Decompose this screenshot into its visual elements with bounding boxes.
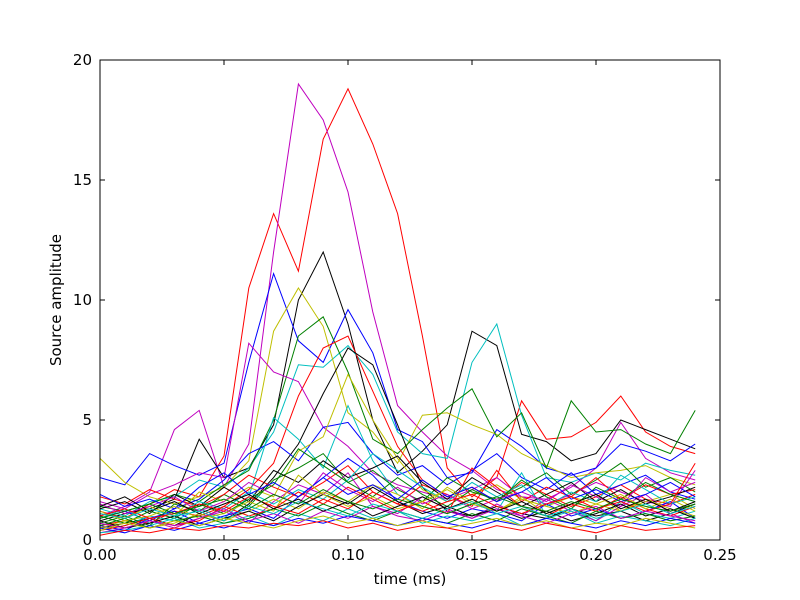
y-tick-label: 5 — [82, 411, 92, 429]
y-axis-label: Source amplitude — [47, 234, 65, 366]
x-tick-label: 0.20 — [579, 546, 612, 564]
ticks-group: 0.00 0.05 0.10 0.15 0.20 0.25 0 5 10 15 20 — [73, 51, 737, 564]
series-line-18 — [99, 452, 696, 524]
series-line-34 — [99, 489, 696, 519]
x-axis-label: time (ms) — [374, 570, 447, 588]
x-tick-label: 0.15 — [455, 546, 488, 564]
series-line-8 — [99, 342, 696, 510]
series-line-30 — [99, 493, 696, 517]
y-tick-label: 10 — [73, 291, 92, 309]
series-line-32 — [99, 501, 696, 522]
series-group — [99, 82, 696, 536]
series-line-33 — [99, 515, 696, 531]
y-tick-label: 15 — [73, 171, 92, 189]
series-line-35 — [99, 520, 696, 536]
series-line-5 — [99, 287, 696, 505]
series-line-3 — [99, 271, 696, 486]
x-tick-label: 0.10 — [331, 546, 364, 564]
series-line-29 — [99, 505, 696, 529]
x-tick-label: 0.05 — [207, 546, 240, 564]
y-tick-label: 0 — [82, 531, 92, 549]
series-line-2 — [99, 250, 696, 522]
x-tick-label: 0.25 — [703, 546, 736, 564]
x-tick-label: 0.00 — [83, 546, 116, 564]
y-tick-label: 20 — [73, 51, 92, 69]
plot-background — [100, 60, 720, 540]
